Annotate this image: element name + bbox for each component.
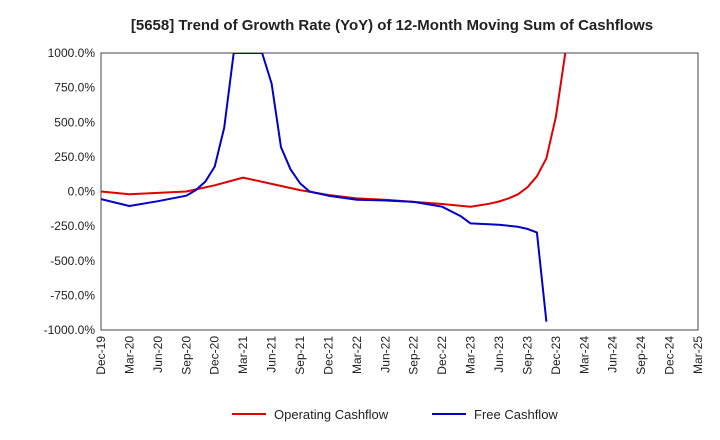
x-tick-label: Sep-21 [293,336,307,375]
legend-label: Free Cashflow [474,407,558,422]
x-tick-label: Dec-24 [663,336,677,375]
x-tick-label: Dec-23 [549,336,563,375]
x-tick-label: Mar-25 [691,336,705,374]
x-tick-label: Mar-23 [464,336,478,374]
y-tick-label: -1000.0% [44,323,96,337]
y-tick-label: -500.0% [50,254,95,268]
chart-title: [5658] Trend of Growth Rate (YoY) of 12-… [131,17,653,34]
y-tick-label: -250.0% [50,219,95,233]
y-tick-label: 0.0% [68,185,96,199]
x-tick-label: Jun-24 [606,336,620,373]
x-tick-label: Dec-22 [435,336,449,375]
x-tick-label: Dec-19 [94,336,108,375]
plot-frame [100,52,699,331]
y-tick-label: 500.0% [54,115,95,129]
series-lines [101,53,567,322]
y-tick-label: 250.0% [54,150,95,164]
legend: Operating Cashflow Free Cashflow [232,407,558,422]
x-tick-label: Mar-24 [577,336,591,374]
x-tick-label: Sep-22 [407,336,421,375]
x-tick-label: Jun-23 [492,336,506,373]
legend-label: Operating Cashflow [274,407,389,422]
y-axis-ticks: 1000.0% 750.0% 500.0% 250.0% 0.0% -250.0% -500… [44,46,96,337]
y-tick-label: 750.0% [54,81,95,95]
series-line-free-cashflow [101,53,548,322]
axes [100,52,699,331]
y-tick-label: -750.0% [50,288,95,302]
x-tick-label: Sep-23 [520,336,534,375]
x-tick-label: Sep-20 [179,336,193,375]
x-tick-label: Jun-22 [378,336,392,373]
x-tick-label: Dec-21 [321,336,335,375]
x-axis-ticks: Dec-19 Mar-20 Jun-20 Sep-20 Dec-20 Mar-21 Jun-… [94,336,705,375]
x-tick-label: Sep-24 [634,336,648,375]
x-tick-label: Dec-20 [208,336,222,375]
x-tick-label: Mar-22 [350,336,364,374]
series-line-operating-cashflow [101,53,567,208]
y-tick-label: 1000.0% [48,46,96,60]
x-tick-label: Jun-20 [151,336,165,373]
x-tick-label: Mar-21 [236,336,250,374]
x-tick-label: Jun-21 [265,336,279,373]
x-tick-label: Mar-20 [122,336,136,374]
